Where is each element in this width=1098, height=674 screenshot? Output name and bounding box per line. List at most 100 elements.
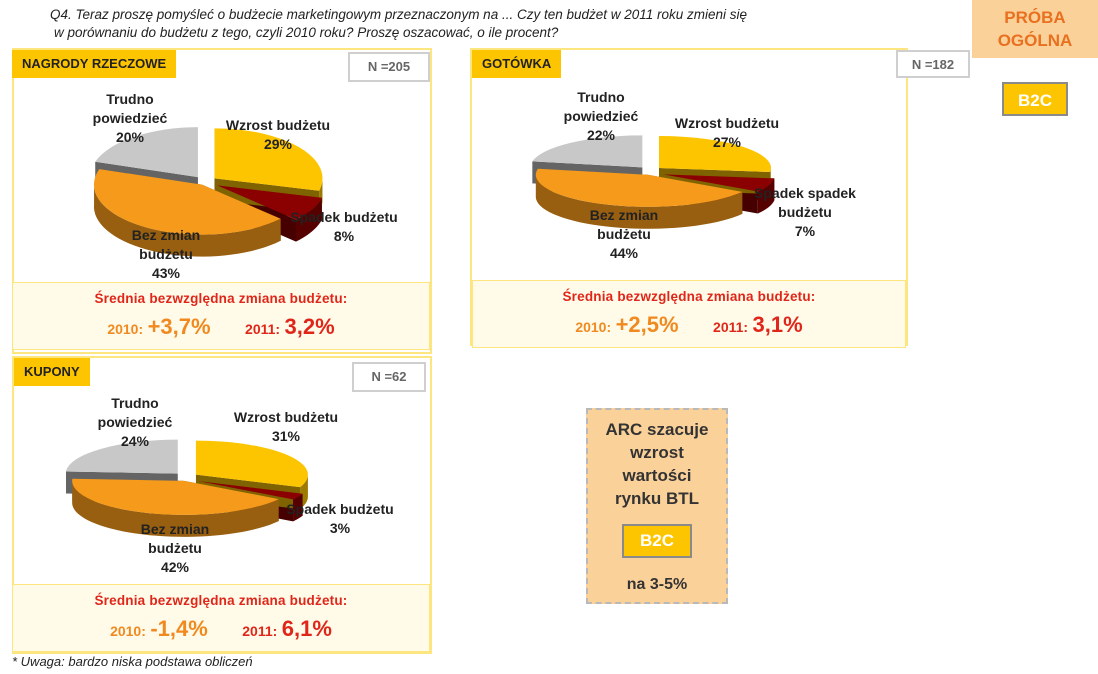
label-spadek-kupony-l1: Spadek budżetu <box>286 501 394 517</box>
pie-side-spadek <box>293 493 303 522</box>
label-wzrost-kupony-l2: 31% <box>271 428 301 444</box>
label-bez-zmian-kupony: Bez zmian budżetu 42% <box>130 520 220 577</box>
average-values-gotowka: 2010: +2,5% 2011: 3,1% <box>473 312 905 338</box>
label-spadek-gotowka-l2: budżetu <box>778 204 832 220</box>
question-line-1: Q4. Teraz proszę pomyśleć o budżecie mar… <box>50 7 748 22</box>
year-2010-label-nagrody: 2010: <box>107 321 144 337</box>
arc-b2c-badge: B2C <box>622 524 692 558</box>
sample-badge: PRÓBA OGÓLNA <box>972 0 1098 58</box>
label-trudno-nagrody: Trudno powiedzieć 20% <box>90 90 170 147</box>
label-bez-zmian-nagrody-l1: Bez zmian <box>131 227 201 243</box>
pie-slice-wzrost <box>195 440 308 488</box>
pie-side-bez-zmian <box>72 480 279 537</box>
label-trudno-kupony-l1: Trudno <box>111 395 159 411</box>
year-2011-value-gotowka: 3,1% <box>752 312 803 337</box>
year-2011-label-nagrody: 2011: <box>245 321 281 337</box>
average-title-gotowka: Średnia bezwzględna zmiana budżetu: <box>562 289 816 304</box>
label-trudno-nagrody-l3: 20% <box>115 129 145 145</box>
label-bez-zmian-nagrody-l3: 43% <box>151 265 181 281</box>
b2c-badge: B2C <box>1002 82 1068 116</box>
label-wzrost-gotowka-l1: Wzrost budżetu <box>674 115 780 131</box>
sample-size-gotowka: N =182 <box>896 50 970 78</box>
label-bez-zmian-gotowka: Bez zmian budżetu 44% <box>582 206 666 263</box>
arc-line-2: wzrost <box>630 443 684 462</box>
label-trudno-gotowka-l1: Trudno <box>577 89 625 105</box>
pie-side-spadek <box>757 178 775 214</box>
year-2010-value-gotowka: +2,5% <box>615 312 679 337</box>
average-values-kupony: 2010: -1,4% 2011: 6,1% <box>13 616 429 642</box>
arc-line-3: wartości <box>622 466 692 485</box>
label-bez-zmian-kupony-l1: Bez zmian <box>140 521 210 537</box>
year-2010-label-gotowka: 2010: <box>575 319 612 335</box>
label-wzrost-gotowka-l2: 27% <box>712 134 742 150</box>
pie-slice-trudno <box>66 439 178 474</box>
label-spadek-kupony-l2: 3% <box>329 520 351 536</box>
sample-size-nagrody: N =205 <box>348 52 430 82</box>
pie-side-bez-zmian <box>93 182 281 257</box>
chart-title-nagrody: NAGRODY RZECZOWE <box>12 50 177 78</box>
label-bez-zmian-gotowka-l3: 44% <box>609 245 639 261</box>
label-spadek-nagrody-l2: 8% <box>333 228 355 244</box>
footnote: * Uwaga: bardzo niska podstawa obliczeń <box>12 654 253 669</box>
question-text: Q4. Teraz proszę pomyśleć o budżecie mar… <box>50 6 930 42</box>
label-trudno-nagrody-l2: powiedzieć <box>92 110 168 126</box>
label-trudno-nagrody-l1: Trudno <box>106 91 154 107</box>
label-wzrost-nagrody: Wzrost budżetu 29% <box>218 116 338 154</box>
label-wzrost-kupony: Wzrost budżetu 31% <box>224 408 348 446</box>
label-trudno-gotowka: Trudno powiedzieć 22% <box>556 88 646 145</box>
arc-estimate-range: na 3-5% <box>626 576 688 593</box>
arc-estimate-box: ARC szacuje wzrost wartości rynku BTL B2… <box>586 408 728 604</box>
label-trudno-kupony-l3: 24% <box>120 433 150 449</box>
label-wzrost-gotowka: Wzrost budżetu 27% <box>666 114 788 152</box>
average-values-nagrody: 2010: +3,7% 2011: 3,2% <box>13 314 429 340</box>
question-line-2: w porównaniu do budżetu z tego, czyli 20… <box>54 25 559 40</box>
pie-slice-spadek <box>217 185 322 220</box>
pie-slice-trudno <box>95 127 198 178</box>
label-spadek-nagrody-l1: Spadek budżetu <box>290 209 398 225</box>
pie-slice-trudno <box>532 135 643 168</box>
chart-title-gotowka: GOTÓWKA <box>472 50 562 78</box>
pie-slice-spadek <box>198 481 303 500</box>
label-wzrost-nagrody-l1: Wzrost budżetu <box>225 117 331 133</box>
pie-slice-bez-zmian <box>93 169 281 235</box>
label-bez-zmian-nagrody: Bez zmian budżetu 43% <box>124 226 208 283</box>
arc-line-1: ARC szacuje <box>605 420 709 439</box>
label-spadek-kupony: Spadek budżetu 3% <box>276 500 404 538</box>
average-box-kupony: Średnia bezwzględna zmiana budżetu: 2010… <box>12 584 430 652</box>
label-wzrost-kupony-l1: Wzrost budżetu <box>233 409 339 425</box>
pie-slice-bez-zmian <box>535 168 743 207</box>
sample-badge-line-1: PRÓBA <box>1004 8 1066 27</box>
average-box-nagrody: Średnia bezwzględna zmiana budżetu: 2010… <box>12 282 430 350</box>
label-bez-zmian-gotowka-l1: Bez zmian <box>589 207 659 223</box>
pie-slice-spadek <box>663 174 775 192</box>
pie-slice-wzrost <box>659 136 772 173</box>
sample-badge-line-2: OGÓLNA <box>997 31 1073 50</box>
average-box-gotowka: Średnia bezwzględna zmiana budżetu: 2010… <box>472 280 906 348</box>
label-trudno-kupony-l2: powiedzieć <box>97 414 173 430</box>
year-2010-value-kupony: -1,4% <box>150 616 208 641</box>
label-spadek-gotowka: Spadek spadek budżetu 7% <box>746 184 864 241</box>
year-2011-label-kupony: 2011: <box>242 623 278 639</box>
year-2011-label-gotowka: 2011: <box>713 319 749 335</box>
sample-size-kupony: N =62 <box>352 362 426 392</box>
label-trudno-kupony: Trudno powiedzieć 24% <box>88 394 182 451</box>
label-spadek-nagrody: Spadek budżetu 8% <box>282 208 406 246</box>
arc-estimate-text: ARC szacuje wzrost wartości rynku BTL <box>588 418 726 510</box>
year-2011-value-nagrody: 3,2% <box>284 314 335 339</box>
arc-line-4: rynku BTL <box>614 489 700 508</box>
average-title-nagrody: Średnia bezwzględna zmiana budżetu: <box>94 291 348 306</box>
label-spadek-gotowka-l1: Spadek spadek <box>754 185 856 201</box>
pie-side-spadek <box>295 197 322 242</box>
label-bez-zmian-nagrody-l2: budżetu <box>139 246 193 262</box>
label-bez-zmian-kupony-l3: 42% <box>160 559 190 575</box>
label-spadek-gotowka-l3: 7% <box>794 223 816 239</box>
chart-title-kupony: KUPONY <box>14 358 90 386</box>
pie-slice-wzrost <box>214 128 323 191</box>
pie-slice-bez-zmian <box>72 478 279 515</box>
year-2011-value-kupony: 6,1% <box>281 616 332 641</box>
average-title-kupony: Średnia bezwzględna zmiana budżetu: <box>94 593 348 608</box>
label-trudno-gotowka-l2: powiedzieć <box>563 108 639 124</box>
